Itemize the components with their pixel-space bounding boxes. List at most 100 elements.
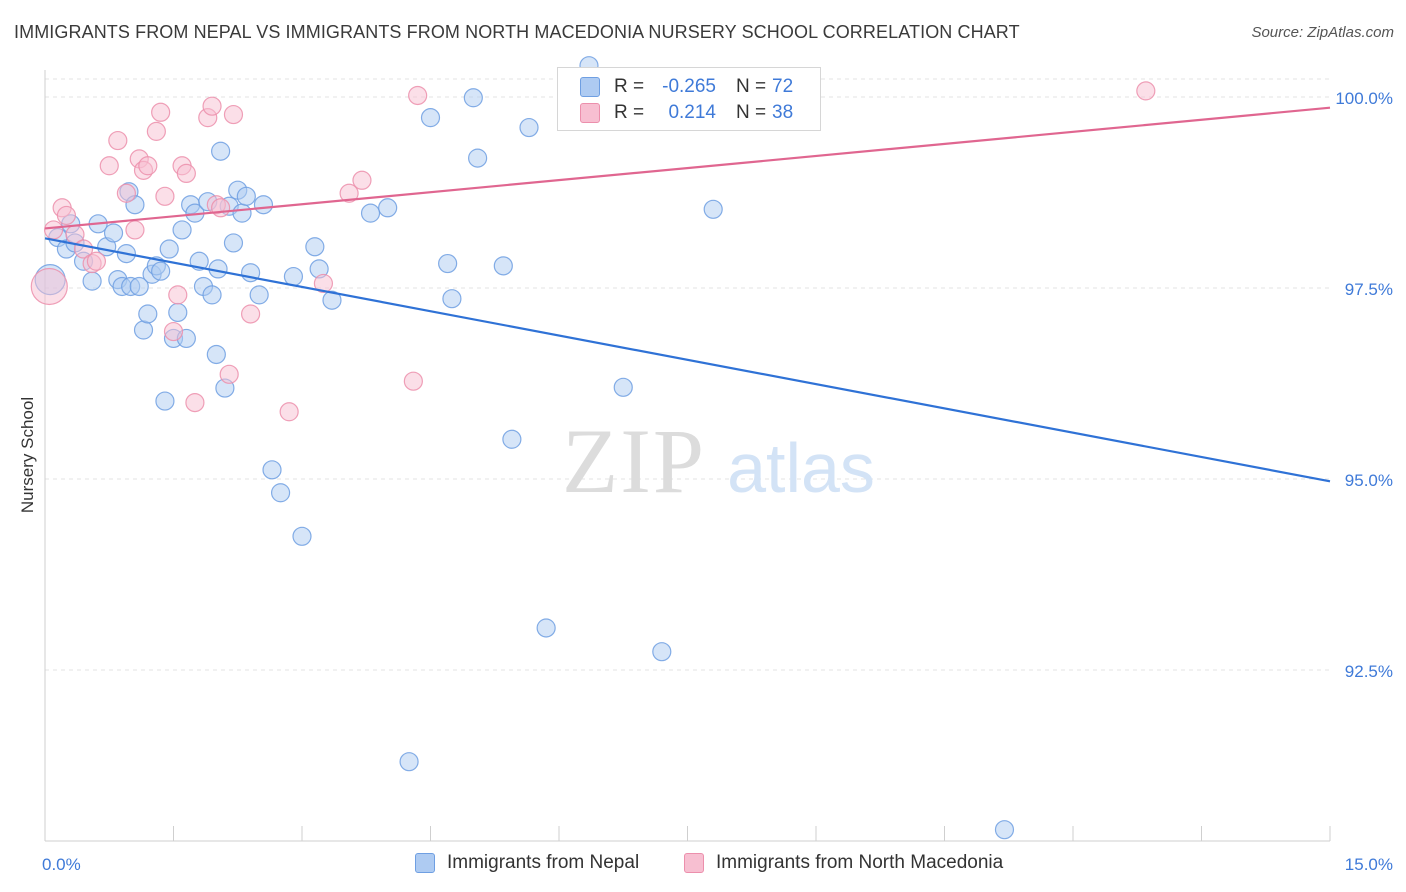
y-tick-label: 97.5% xyxy=(1345,280,1393,299)
north-macedonia-point xyxy=(99,156,119,176)
nepal-point xyxy=(442,289,462,309)
series-legend-label: Immigrants from Nepal xyxy=(447,852,640,873)
north-macedonia-point xyxy=(408,85,428,106)
north-macedonia-point xyxy=(1136,81,1156,101)
nepal-point xyxy=(502,429,522,449)
nepal-point xyxy=(202,285,222,305)
series-legend-label: Immigrants from North Macedonia xyxy=(716,852,1004,873)
north-macedonia-point xyxy=(125,220,145,240)
nepal-trend-line xyxy=(44,237,1331,483)
watermark-atlas: atlas xyxy=(727,429,875,507)
legend-n-value: 72 xyxy=(772,76,794,97)
north-macedonia-point xyxy=(202,96,222,116)
legend-r-label: R = xyxy=(614,76,645,97)
nepal-point xyxy=(360,203,381,223)
legend-swatch-pink xyxy=(580,103,600,123)
north-macedonia-point xyxy=(86,251,107,271)
series-legend-nepal: Immigrants from Nepal xyxy=(415,852,639,874)
nepal-point xyxy=(249,285,269,305)
nepal-point xyxy=(129,276,149,297)
source-label: Source: ZipAtlas.com xyxy=(1251,24,1394,41)
nepal-point xyxy=(283,266,304,287)
nepal-point xyxy=(463,88,483,108)
nepal-point xyxy=(223,233,244,253)
nepal-point xyxy=(82,271,102,291)
nepal-point xyxy=(378,198,398,218)
nepal-point xyxy=(253,195,274,215)
nepal-point xyxy=(206,344,226,365)
legend-r-value: -0.265 xyxy=(662,76,716,97)
legend-n-label: N = xyxy=(736,102,767,123)
nepal-point xyxy=(211,141,231,161)
north-macedonia-point xyxy=(219,364,239,384)
nepal-point xyxy=(994,820,1015,840)
nepal-point xyxy=(420,108,441,128)
nepal-point xyxy=(159,239,179,259)
north-macedonia-point xyxy=(168,285,188,305)
legend-n-label: N = xyxy=(736,76,767,97)
north-macedonia-point xyxy=(146,121,166,141)
north-macedonia-point xyxy=(151,102,171,122)
nepal-point xyxy=(305,237,325,257)
series-swatch-blue xyxy=(415,853,435,873)
north-macedonia-point xyxy=(223,104,244,125)
nepal-point xyxy=(232,203,252,223)
nepal-point xyxy=(270,483,291,503)
y-tick-label: 100.0% xyxy=(1335,89,1393,108)
legend-row-north-macedonia: R = 0.214 N = 38 xyxy=(580,100,793,126)
north-macedonia-point xyxy=(241,304,261,324)
nepal-point xyxy=(292,526,312,546)
nepal-point xyxy=(493,256,513,276)
x-tick-label: 15.0% xyxy=(1345,855,1393,874)
nepal-point xyxy=(172,220,192,240)
tick-labels: 92.5% 95.0% 97.5% 100.0% 0.0% 15.0% xyxy=(42,89,1393,874)
legend-n-value: 38 xyxy=(772,102,794,123)
nepal-point xyxy=(138,304,158,324)
north-macedonia-point xyxy=(185,393,205,413)
nepal-point xyxy=(613,377,633,397)
series-legend: Immigrants from Nepal Immigrants from No… xyxy=(0,852,1406,878)
north-macedonia-point xyxy=(313,273,334,294)
north-macedonia-point xyxy=(279,402,299,422)
north-macedonia-point xyxy=(43,220,64,240)
nepal-point xyxy=(399,752,419,772)
north-macedonia-point xyxy=(403,371,423,391)
nepal-point xyxy=(151,261,171,281)
nepal-point xyxy=(703,199,723,219)
north-macedonia-point xyxy=(211,198,231,218)
axes xyxy=(44,70,1331,842)
nepal-point xyxy=(103,223,124,243)
nepal-point xyxy=(262,460,282,480)
north-macedonia-point xyxy=(56,205,77,226)
north-macedonia-point xyxy=(108,130,128,151)
y-tick-label: 95.0% xyxy=(1345,471,1393,490)
x-tick-label: 0.0% xyxy=(42,855,81,874)
nepal-point xyxy=(652,642,672,662)
trend-lines xyxy=(44,106,1331,483)
nepal-point xyxy=(155,391,175,411)
nepal-point xyxy=(519,117,539,138)
nepal-point xyxy=(536,618,556,638)
north-macedonia-point xyxy=(138,156,158,176)
nepal-point xyxy=(322,290,342,310)
nepal-point xyxy=(468,148,488,168)
series-legend-north-macedonia: Immigrants from North Macedonia xyxy=(684,852,1003,874)
nepal-point xyxy=(168,302,188,323)
legend-swatch-blue xyxy=(580,77,600,97)
legend-r-label: R = xyxy=(614,102,645,123)
north-macedonia-point xyxy=(155,186,175,206)
north-macedonia-point xyxy=(352,170,372,190)
series-swatch-pink xyxy=(684,853,704,873)
watermark-zip: ZIP xyxy=(562,410,706,512)
north-macedonia-trend-line xyxy=(44,106,1331,230)
nepal-point xyxy=(133,320,154,340)
nepal-point xyxy=(438,253,458,274)
legend-row-nepal: R = -0.265 N = 72 xyxy=(580,74,793,100)
stats-legend: R = -0.265 N = 72 R = 0.214 N = 38 xyxy=(557,67,821,131)
north-macedonia-point xyxy=(339,183,359,203)
chart-title: IMMIGRANTS FROM NEPAL VS IMMIGRANTS FROM… xyxy=(14,22,1020,42)
north-macedonia-point xyxy=(116,183,136,203)
north-macedonia-point xyxy=(163,321,184,342)
north-macedonia-point xyxy=(176,163,196,183)
